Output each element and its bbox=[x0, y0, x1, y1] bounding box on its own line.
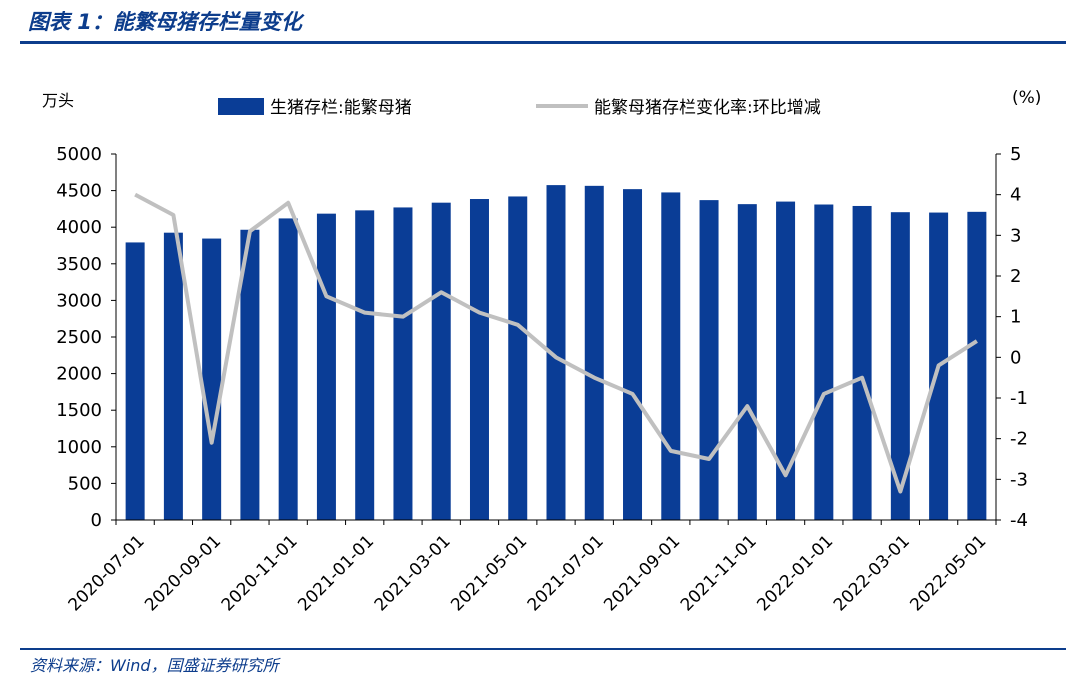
bar-2021-04-01 bbox=[469, 199, 489, 520]
bar-2021-08-01 bbox=[623, 189, 643, 520]
y-right-tick-label: 2 bbox=[1010, 266, 1021, 287]
bar-series bbox=[125, 185, 987, 521]
y-left-tick-label: 500 bbox=[68, 473, 102, 494]
x-tick-label: 2020-07-01 bbox=[65, 531, 149, 615]
title-divider bbox=[20, 41, 1066, 44]
bar-2021-11-01 bbox=[737, 204, 757, 520]
bar-2021-10-01 bbox=[699, 200, 719, 520]
x-tick-label: 2021-09-01 bbox=[600, 531, 684, 615]
figure-title: 图表 1：能繁母猪存栏量变化 bbox=[28, 10, 302, 34]
bar-2020-08-01 bbox=[163, 232, 183, 520]
y-right-axis-label: (%) bbox=[1012, 88, 1041, 108]
x-tick-label: 2020-09-01 bbox=[141, 531, 225, 615]
y-left-tick-label: 3500 bbox=[56, 254, 102, 275]
y-right-tick-label: -1 bbox=[1010, 388, 1028, 409]
bar-2022-05-01 bbox=[967, 211, 987, 520]
bar-2021-07-01 bbox=[584, 185, 604, 520]
y-left-tick-label: 4500 bbox=[56, 181, 102, 202]
y-left-tick-label: 1000 bbox=[56, 437, 102, 458]
bar-2020-11-01 bbox=[278, 218, 298, 521]
bar-2021-03-01 bbox=[431, 202, 451, 520]
x-tick-label: 2022-05-01 bbox=[906, 531, 990, 615]
bar-2020-12-01 bbox=[316, 213, 336, 520]
legend-bar-swatch bbox=[218, 98, 264, 115]
y-right-tick-label: -2 bbox=[1010, 429, 1028, 450]
y-right-tick-label: 5 bbox=[1010, 144, 1021, 165]
bar-2022-03-01 bbox=[890, 212, 910, 520]
x-tick-label: 2021-07-01 bbox=[524, 531, 608, 615]
chart: 0 500 1000 1500 2000 2500 3000 3500 4000 4500 5000… bbox=[42, 88, 1041, 615]
x-tick-label: 2021-11-01 bbox=[677, 531, 761, 615]
source-note: 资料来源：Wind，国盛证券研究所 bbox=[30, 656, 279, 675]
y-left-tick-label: 3000 bbox=[56, 290, 102, 311]
line-series bbox=[134, 192, 978, 494]
x-tick-label: 2021-01-01 bbox=[294, 531, 378, 615]
y-right-tick-label: 0 bbox=[1010, 347, 1021, 368]
x-tick-label: 2022-01-01 bbox=[753, 531, 837, 615]
y-left-tick-label: 5000 bbox=[56, 144, 102, 165]
y-left-tick-label: 2500 bbox=[56, 327, 102, 348]
bar-2021-12-01 bbox=[776, 201, 796, 520]
bar-2022-01-01 bbox=[814, 204, 834, 520]
bar-2020-09-01 bbox=[202, 238, 222, 521]
bar-2020-10-01 bbox=[240, 229, 260, 520]
legend: 生猪存栏:能繁母猪 能繁母猪存栏变化率:环比增减 bbox=[218, 98, 821, 118]
bar-2020-07-01 bbox=[125, 242, 145, 520]
legend-line-label: 能繁母猪存栏变化率:环比增减 bbox=[594, 98, 821, 118]
y-left-tick-label: 2000 bbox=[56, 364, 102, 385]
axes bbox=[111, 153, 1001, 525]
legend-bar-label: 生猪存栏:能繁母猪 bbox=[270, 98, 412, 118]
y-right-tick-label: 3 bbox=[1010, 225, 1021, 246]
x-tick-label: 2022-03-01 bbox=[830, 531, 914, 615]
y-left-tick-label: 4000 bbox=[56, 217, 102, 238]
y-right-tick-label: 4 bbox=[1010, 185, 1021, 206]
y-left-axis-label: 万头 bbox=[42, 91, 74, 110]
source-divider bbox=[20, 648, 1066, 650]
bar-2021-01-01 bbox=[355, 210, 375, 521]
bar-2021-06-01 bbox=[546, 185, 566, 521]
y-right-tick-label: -4 bbox=[1010, 510, 1028, 531]
x-tick-label: 2021-05-01 bbox=[447, 531, 531, 615]
y-left-tick-label: 1500 bbox=[56, 400, 102, 421]
bar-2021-02-01 bbox=[393, 207, 413, 520]
y-right-tick-label: 1 bbox=[1010, 307, 1021, 328]
x-tick-label: 2021-03-01 bbox=[371, 531, 455, 615]
y-right-tick-label: -3 bbox=[1010, 469, 1028, 490]
bar-2022-02-01 bbox=[852, 205, 872, 520]
x-tick-label: 2020-11-01 bbox=[218, 531, 302, 615]
bar-2021-05-01 bbox=[508, 196, 528, 520]
y-left-tick-label: 0 bbox=[91, 510, 102, 531]
bar-2021-09-01 bbox=[661, 192, 681, 520]
